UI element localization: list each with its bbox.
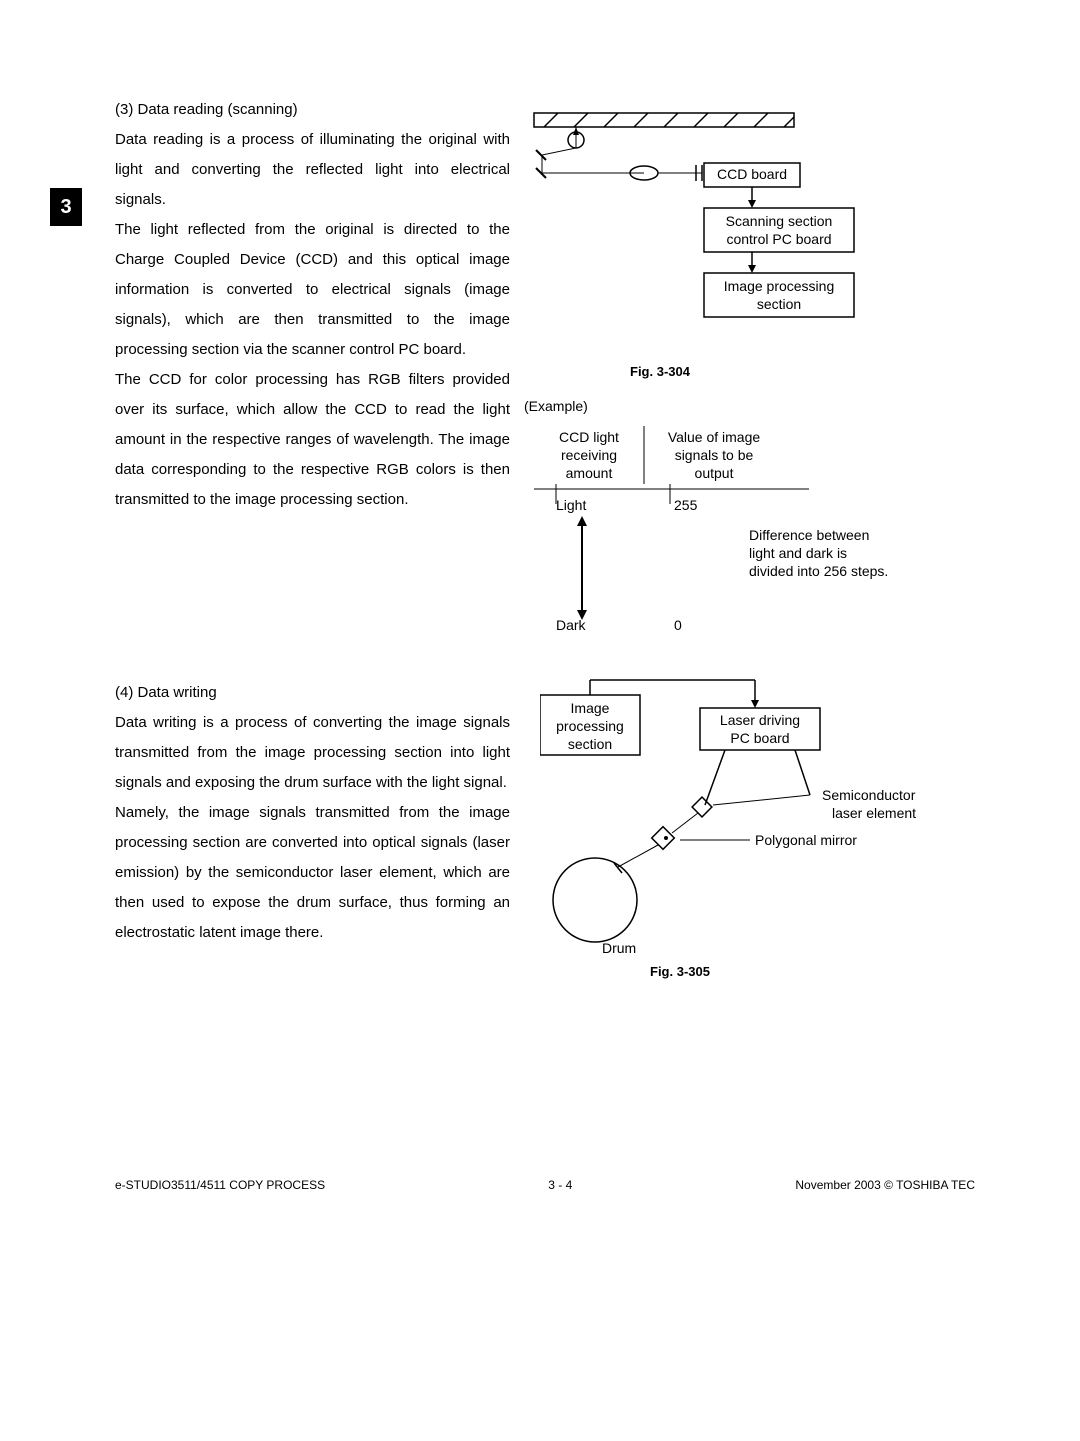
- section-4-heading: (4) Data writing: [115, 678, 510, 708]
- page-footer: e-STUDIO3511/4511 COPY PROCESS 3 - 4 Nov…: [115, 1178, 975, 1192]
- svg-text:section: section: [757, 296, 801, 312]
- svg-text:PC board: PC board: [730, 730, 789, 746]
- figure-305: Image processing section Laser driving P…: [540, 675, 980, 965]
- svg-text:amount: amount: [566, 465, 613, 481]
- svg-text:Value of image: Value of image: [668, 429, 761, 445]
- section-3-heading: (3) Data reading (scanning): [115, 95, 510, 125]
- section-4-text: (4) Data writing Data writing is a proce…: [115, 678, 510, 948]
- section-3-para2: The light reflected from the original is…: [115, 215, 510, 365]
- page-tab: 3: [50, 188, 82, 226]
- section-3-para1: Data reading is a process of illuminatin…: [115, 125, 510, 215]
- svg-text:signals to be: signals to be: [675, 447, 754, 463]
- svg-text:Laser driving: Laser driving: [720, 712, 800, 728]
- svg-text:Image processing: Image processing: [724, 278, 835, 294]
- svg-text:Semiconductor: Semiconductor: [822, 787, 916, 803]
- example-block: (Example) CCD light receiving amount Val…: [524, 398, 984, 659]
- section-4-para1: Data writing is a process of converting …: [115, 708, 510, 798]
- svg-text:receiving: receiving: [561, 447, 617, 463]
- svg-text:Scanning section: Scanning section: [726, 213, 833, 229]
- svg-text:section: section: [568, 736, 612, 752]
- svg-text:255: 255: [674, 497, 698, 513]
- footer-right: November 2003 © TOSHIBA TEC: [795, 1178, 975, 1192]
- svg-text:Polygonal mirror: Polygonal mirror: [755, 832, 857, 848]
- svg-text:light and dark is: light and dark is: [749, 545, 847, 561]
- section-3-para3: The CCD for color processing has RGB fil…: [115, 365, 510, 515]
- example-diagram: CCD light receiving amount Value of imag…: [524, 414, 984, 654]
- footer-left: e-STUDIO3511/4511 COPY PROCESS: [115, 1178, 325, 1192]
- svg-text:divided into 256 steps.: divided into 256 steps.: [749, 563, 888, 579]
- section-3-text: (3) Data reading (scanning) Data reading…: [115, 95, 510, 515]
- svg-text:Image: Image: [571, 700, 610, 716]
- footer-center: 3 - 4: [548, 1178, 572, 1192]
- svg-text:0: 0: [674, 617, 682, 633]
- example-label: (Example): [524, 398, 984, 414]
- figure-305-caption: Fig. 3-305: [650, 964, 710, 979]
- svg-text:processing: processing: [556, 718, 624, 734]
- svg-text:Light: Light: [556, 497, 586, 513]
- svg-text:control PC board: control PC board: [726, 231, 831, 247]
- figure-304-caption: Fig. 3-304: [630, 364, 690, 379]
- svg-text:Drum: Drum: [602, 940, 636, 956]
- svg-text:laser element: laser element: [832, 805, 916, 821]
- svg-text:CCD light: CCD light: [559, 429, 619, 445]
- svg-text:Difference between: Difference between: [749, 527, 869, 543]
- figure-304: CCD board Scanning section control PC bo…: [524, 108, 984, 368]
- section-4-para2: Namely, the image signals transmitted fr…: [115, 798, 510, 948]
- svg-text:output: output: [695, 465, 734, 481]
- svg-text:CCD board: CCD board: [717, 166, 787, 182]
